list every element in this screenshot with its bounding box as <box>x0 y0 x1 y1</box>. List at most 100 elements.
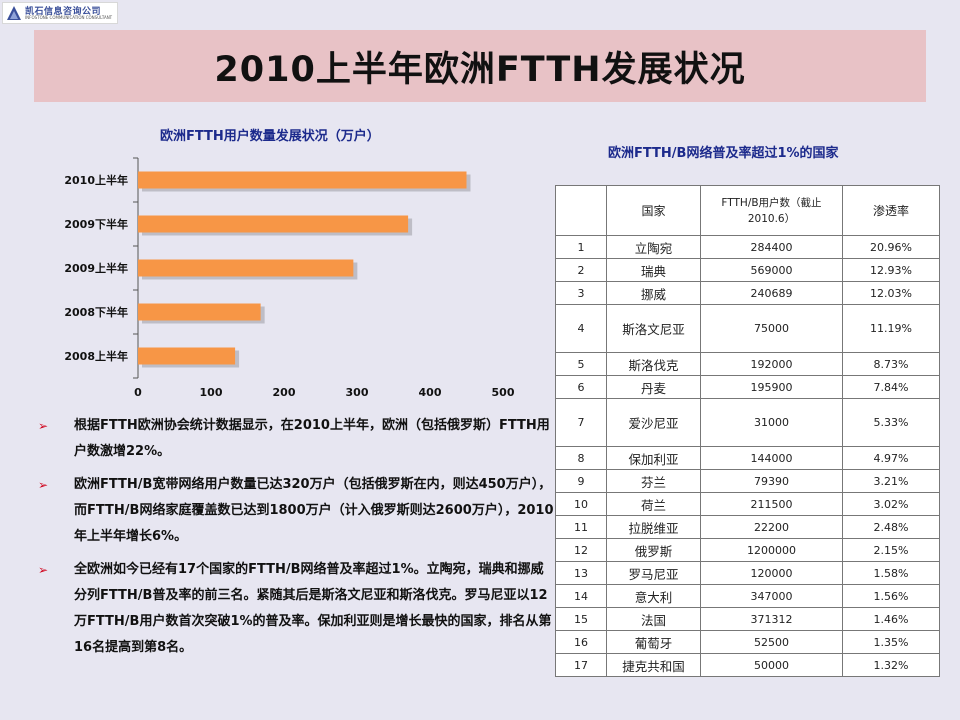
table-cell: 3.21% <box>842 469 940 493</box>
table-cell: 240689 <box>700 281 843 305</box>
bullet-text: 欧洲FTTH/B宽带网络用户数量已达320万户（包括俄罗斯在内，则达450万户）… <box>74 477 554 544</box>
table-cell: 11 <box>555 515 607 539</box>
table-cell: 7.84% <box>842 375 940 399</box>
bullet-text: 根据FTTH欧洲协会统计数据显示，在2010上半年，欧洲（包括俄罗斯）FTTH用… <box>74 418 550 459</box>
table-row: 4 斯洛文尼亚 75000 11.19% <box>555 304 940 353</box>
table-cell: 5.33% <box>842 398 940 447</box>
table-cell: 3 <box>555 281 607 305</box>
bar <box>138 171 467 189</box>
arrow-bullet-icon: ➢ <box>38 478 49 492</box>
table-cell: 31000 <box>700 398 843 447</box>
table-cell: 3.02% <box>842 492 940 516</box>
category-label: 2009上半年 <box>64 261 128 275</box>
x-tick-label: 300 <box>346 386 369 399</box>
arrow-bullet-icon: ➢ <box>38 419 49 433</box>
table-cell: 13 <box>555 561 607 585</box>
table-cell: 1 <box>555 235 607 259</box>
table-row: 7 爱沙尼亚 31000 5.33% <box>555 398 940 447</box>
chart-title: 欧洲FTTH用户数量发展状况（万户） <box>160 129 380 144</box>
table-cell: 14 <box>555 584 607 608</box>
table-cell: 1.35% <box>842 630 940 654</box>
table-cell: 1.46% <box>842 607 940 631</box>
table-cell: 12.93% <box>842 258 940 282</box>
table-cell: 瑞典 <box>606 258 701 282</box>
table-cell: 挪威 <box>606 281 701 305</box>
table-cell: 11.19% <box>842 304 940 353</box>
table-cell: 144000 <box>700 446 843 470</box>
table-cell: 爱沙尼亚 <box>606 398 701 447</box>
table-cell: 569000 <box>700 258 843 282</box>
table-row: 15 法国 371312 1.46% <box>555 607 940 631</box>
table-row: 12 俄罗斯 1200000 2.15% <box>555 538 940 562</box>
table-cell: 7 <box>555 398 607 447</box>
table-row: 6 丹麦 195900 7.84% <box>555 375 940 399</box>
table-cell: 120000 <box>700 561 843 585</box>
table-cell: 俄罗斯 <box>606 538 701 562</box>
table-cell: 斯洛文尼亚 <box>606 304 701 353</box>
table-cell: 6 <box>555 375 607 399</box>
table-cell: 8 <box>555 446 607 470</box>
table-header-cell: FTTH/B用户数（截止2010.6） <box>700 185 843 236</box>
table-row: 16 葡萄牙 52500 1.35% <box>555 630 940 654</box>
bar <box>138 259 354 277</box>
category-label: 2008下半年 <box>64 305 128 319</box>
table-cell: 284400 <box>700 235 843 259</box>
table-header-cell: 渗透率 <box>842 185 940 236</box>
table-row: 5 斯洛伐克 192000 8.73% <box>555 352 940 376</box>
table-cell: 5 <box>555 352 607 376</box>
table-cell: 8.73% <box>842 352 940 376</box>
table-cell: 1.56% <box>842 584 940 608</box>
category-label: 2010上半年 <box>64 173 128 187</box>
table-cell: 50000 <box>700 653 843 677</box>
table-cell: 10 <box>555 492 607 516</box>
table-cell: 4.97% <box>842 446 940 470</box>
table-cell: 211500 <box>700 492 843 516</box>
table-row: 1 立陶宛 284400 20.96% <box>555 235 940 259</box>
table-row: 14 意大利 347000 1.56% <box>555 584 940 608</box>
company-logo-icon <box>7 6 21 20</box>
bullet-list: ➢ 根据FTTH欧洲协会统计数据显示，在2010上半年，欧洲（包括俄罗斯）FTTH… <box>34 413 554 668</box>
logo-english: INFOSTONE COMMUNICATION CONSULTANT <box>25 15 113 20</box>
table-cell: 20.96% <box>842 235 940 259</box>
table-cell: 12.03% <box>842 281 940 305</box>
table-cell: 371312 <box>700 607 843 631</box>
table-cell: 1.32% <box>842 653 940 677</box>
logo-name: 凯石信息咨询公司 <box>25 7 102 17</box>
title-band: 2010上半年欧洲FTTH发展状况 <box>34 30 926 102</box>
table-header-row: 国家 FTTH/B用户数（截止2010.6） 渗透率 <box>555 185 940 236</box>
x-tick-label: 100 <box>200 386 223 399</box>
country-table: 国家 FTTH/B用户数（截止2010.6） 渗透率 1 立陶宛 284400 20.96%… <box>555 185 940 677</box>
table-cell: 2.15% <box>842 538 940 562</box>
table-cell: 立陶宛 <box>606 235 701 259</box>
table-cell: 16 <box>555 630 607 654</box>
table-header-cell: 国家 <box>606 185 701 236</box>
table-row: 17 捷克共和国 50000 1.32% <box>555 653 940 677</box>
table-cell: 52500 <box>700 630 843 654</box>
table-cell: 捷克共和国 <box>606 653 701 677</box>
table-row: 9 芬兰 79390 3.21% <box>555 469 940 493</box>
table-row: 10 荷兰 211500 3.02% <box>555 492 940 516</box>
table-cell: 法国 <box>606 607 701 631</box>
table-cell: 22200 <box>700 515 843 539</box>
table-cell: 195900 <box>700 375 843 399</box>
category-label: 2009下半年 <box>64 217 128 231</box>
table-row: 13 罗马尼亚 120000 1.58% <box>555 561 940 585</box>
arrow-bullet-icon: ➢ <box>38 563 49 577</box>
table-cell: 1.58% <box>842 561 940 585</box>
x-tick-label: 200 <box>273 386 296 399</box>
bar <box>138 347 236 365</box>
table-row: 2 瑞典 569000 12.93% <box>555 258 940 282</box>
bullet-item: ➢ 根据FTTH欧洲协会统计数据显示，在2010上半年，欧洲（包括俄罗斯）FTTH… <box>34 413 554 465</box>
table-cell: 347000 <box>700 584 843 608</box>
table-cell: 9 <box>555 469 607 493</box>
table-cell: 79390 <box>700 469 843 493</box>
table-cell: 荷兰 <box>606 492 701 516</box>
table-cell: 192000 <box>700 352 843 376</box>
table-cell: 丹麦 <box>606 375 701 399</box>
bullet-item: ➢ 欧洲FTTH/B宽带网络用户数量已达320万户（包括俄罗斯在内，则达450万户… <box>34 472 554 550</box>
table-cell: 2 <box>555 258 607 282</box>
bullet-item: ➢ 全欧洲如今已经有17个国家的FTTH/B网络普及率超过1%。立陶宛，瑞典和挪威… <box>34 557 554 661</box>
table-cell: 4 <box>555 304 607 353</box>
table-title: 欧洲FTTH/B网络普及率超过1%的国家 <box>608 146 839 161</box>
table-cell: 芬兰 <box>606 469 701 493</box>
